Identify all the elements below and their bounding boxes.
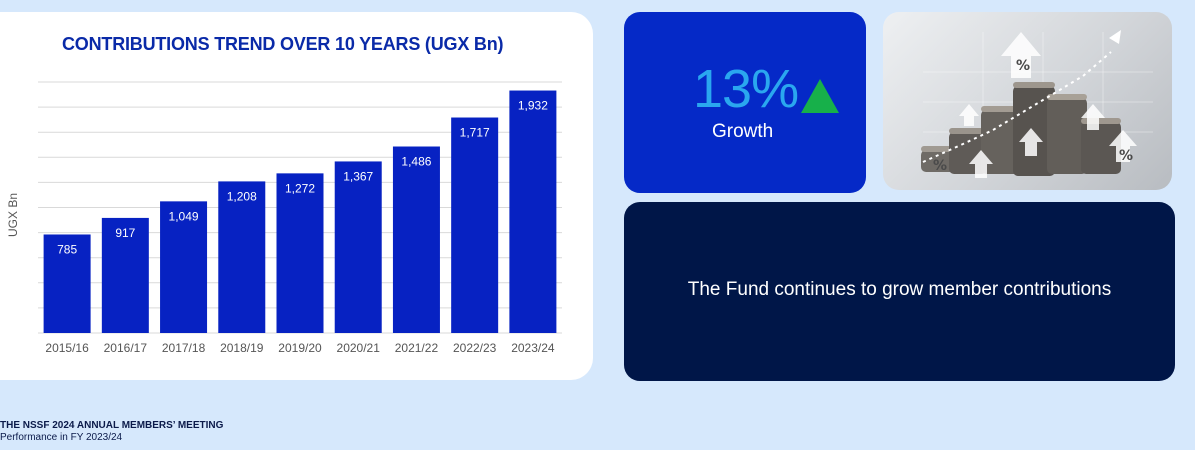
x-tick-label: 2017/18: [162, 341, 206, 355]
x-tick-label: 2021/22: [395, 341, 439, 355]
bar-value-label: 1,367: [343, 169, 373, 183]
growth-label: Growth: [712, 121, 774, 142]
x-tick-label: 2023/24: [511, 341, 555, 355]
svg-text:%: %: [933, 158, 947, 174]
bar-value-label: 1,272: [285, 181, 315, 195]
x-tick-label: 2016/17: [104, 341, 148, 355]
chart-title: CONTRIBUTIONS TREND OVER 10 YEARS (UGX B…: [62, 34, 504, 54]
footer-subtitle: Performance in FY 2023/24: [0, 432, 123, 443]
x-tick-label: 2018/19: [220, 341, 264, 355]
x-tick-label: 2019/20: [278, 341, 322, 355]
bar-value-label: 1,486: [401, 155, 431, 169]
svg-text:%: %: [1119, 148, 1133, 164]
message-text: The Fund continues to grow member contri…: [687, 279, 1112, 300]
svg-text:%: %: [1016, 58, 1030, 74]
chart-card: CONTRIBUTIONS TREND OVER 10 YEARS (UGX B…: [0, 12, 593, 380]
x-tick-label: 2015/16: [45, 341, 89, 355]
bar-2017/18: [160, 201, 208, 333]
bar-value-label: 1,208: [227, 189, 257, 203]
bar-2016/17: [101, 217, 149, 333]
bar-2021/22: [392, 146, 440, 333]
x-tick-label: 2022/23: [453, 341, 497, 355]
coins-growth-image: % % %: [883, 12, 1172, 190]
growth-card: 13% Growth: [624, 12, 866, 193]
coins-growth-illustration: % % %: [921, 30, 1153, 178]
bar-2018/19: [218, 181, 266, 333]
bar-value-label: 1,049: [169, 209, 199, 223]
bar-2020/21: [334, 161, 382, 333]
bar-2019/20: [276, 173, 324, 333]
up-triangle-icon: [801, 79, 839, 113]
y-axis-label: UGX Bn: [6, 193, 20, 238]
bar-value-label: 1,717: [460, 126, 490, 140]
x-tick-label: 2020/21: [337, 341, 381, 355]
bar-2023/24: [509, 90, 557, 333]
growth-value: 13%: [693, 59, 799, 119]
footer: THE NSSF 2024 ANNUAL MEMBERS’ MEETING Pe…: [0, 420, 223, 444]
message-card: The Fund continues to grow member contri…: [624, 202, 1175, 381]
bar-value-label: 917: [115, 226, 135, 240]
bar-2022/23: [451, 117, 499, 333]
bar-value-label: 1,932: [518, 99, 548, 113]
bar-chart: 785 2015/16 917 2016/17 1,049 2017/18 1,208 201…: [38, 81, 562, 355]
bar-value-label: 785: [57, 242, 77, 256]
bar-2015/16: [43, 234, 91, 333]
footer-title: THE NSSF 2024 ANNUAL MEMBERS’ MEETING: [0, 420, 224, 431]
